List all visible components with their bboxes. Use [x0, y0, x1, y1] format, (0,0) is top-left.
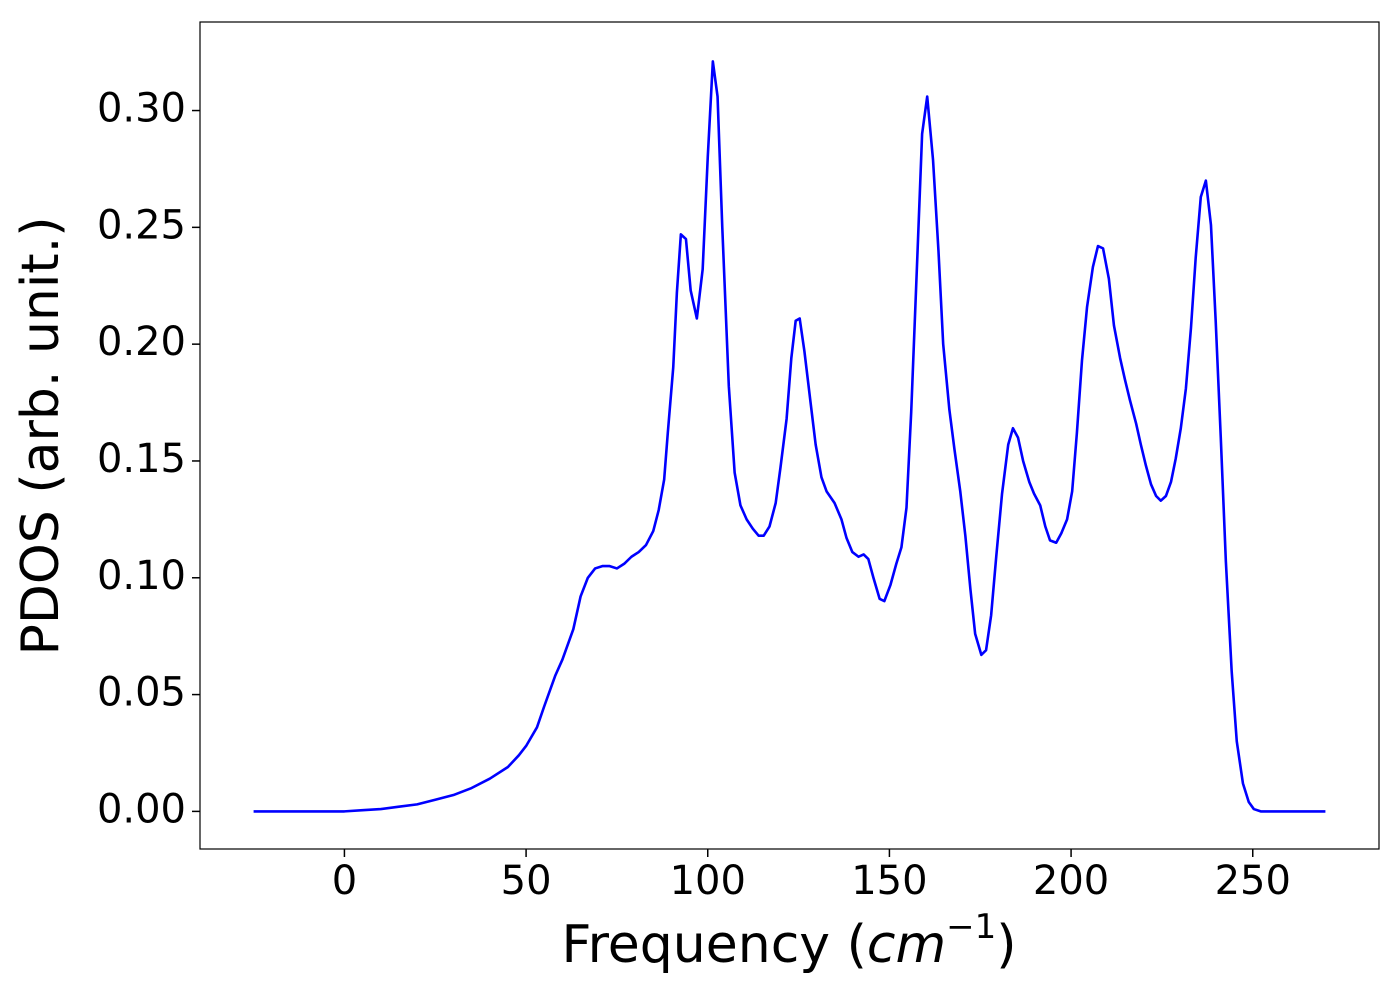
- x-tick-label: 150: [851, 858, 927, 904]
- x-label-text: Frequency (: [561, 915, 866, 975]
- plot-frame: [199, 21, 1380, 850]
- x-tick-label: 50: [501, 858, 552, 904]
- y-tick-label: 0.30: [97, 86, 186, 132]
- x-tick-label: 250: [1215, 858, 1291, 904]
- y-tick-label: 0.20: [97, 319, 186, 365]
- x-tick-label: 0: [332, 858, 357, 904]
- y-tick-label: 0.25: [97, 202, 186, 248]
- x-label-close: ): [996, 915, 1016, 975]
- x-label-exponent: −1: [946, 907, 996, 947]
- y-tick-label: 0.15: [97, 436, 186, 482]
- x-label-unit: cm: [867, 915, 946, 975]
- x-tick-label: 200: [1033, 858, 1109, 904]
- y-tick-label: 0.00: [97, 786, 186, 832]
- y-tick-label: 0.05: [97, 670, 186, 716]
- x-tick-label: 100: [670, 858, 746, 904]
- y-axis-label: PDOS (arb. unit.): [11, 216, 71, 655]
- y-tick-label: 0.10: [97, 553, 186, 599]
- x-axis-label: Frequency (cm−1): [561, 907, 1016, 976]
- data-line: [253, 60, 1326, 813]
